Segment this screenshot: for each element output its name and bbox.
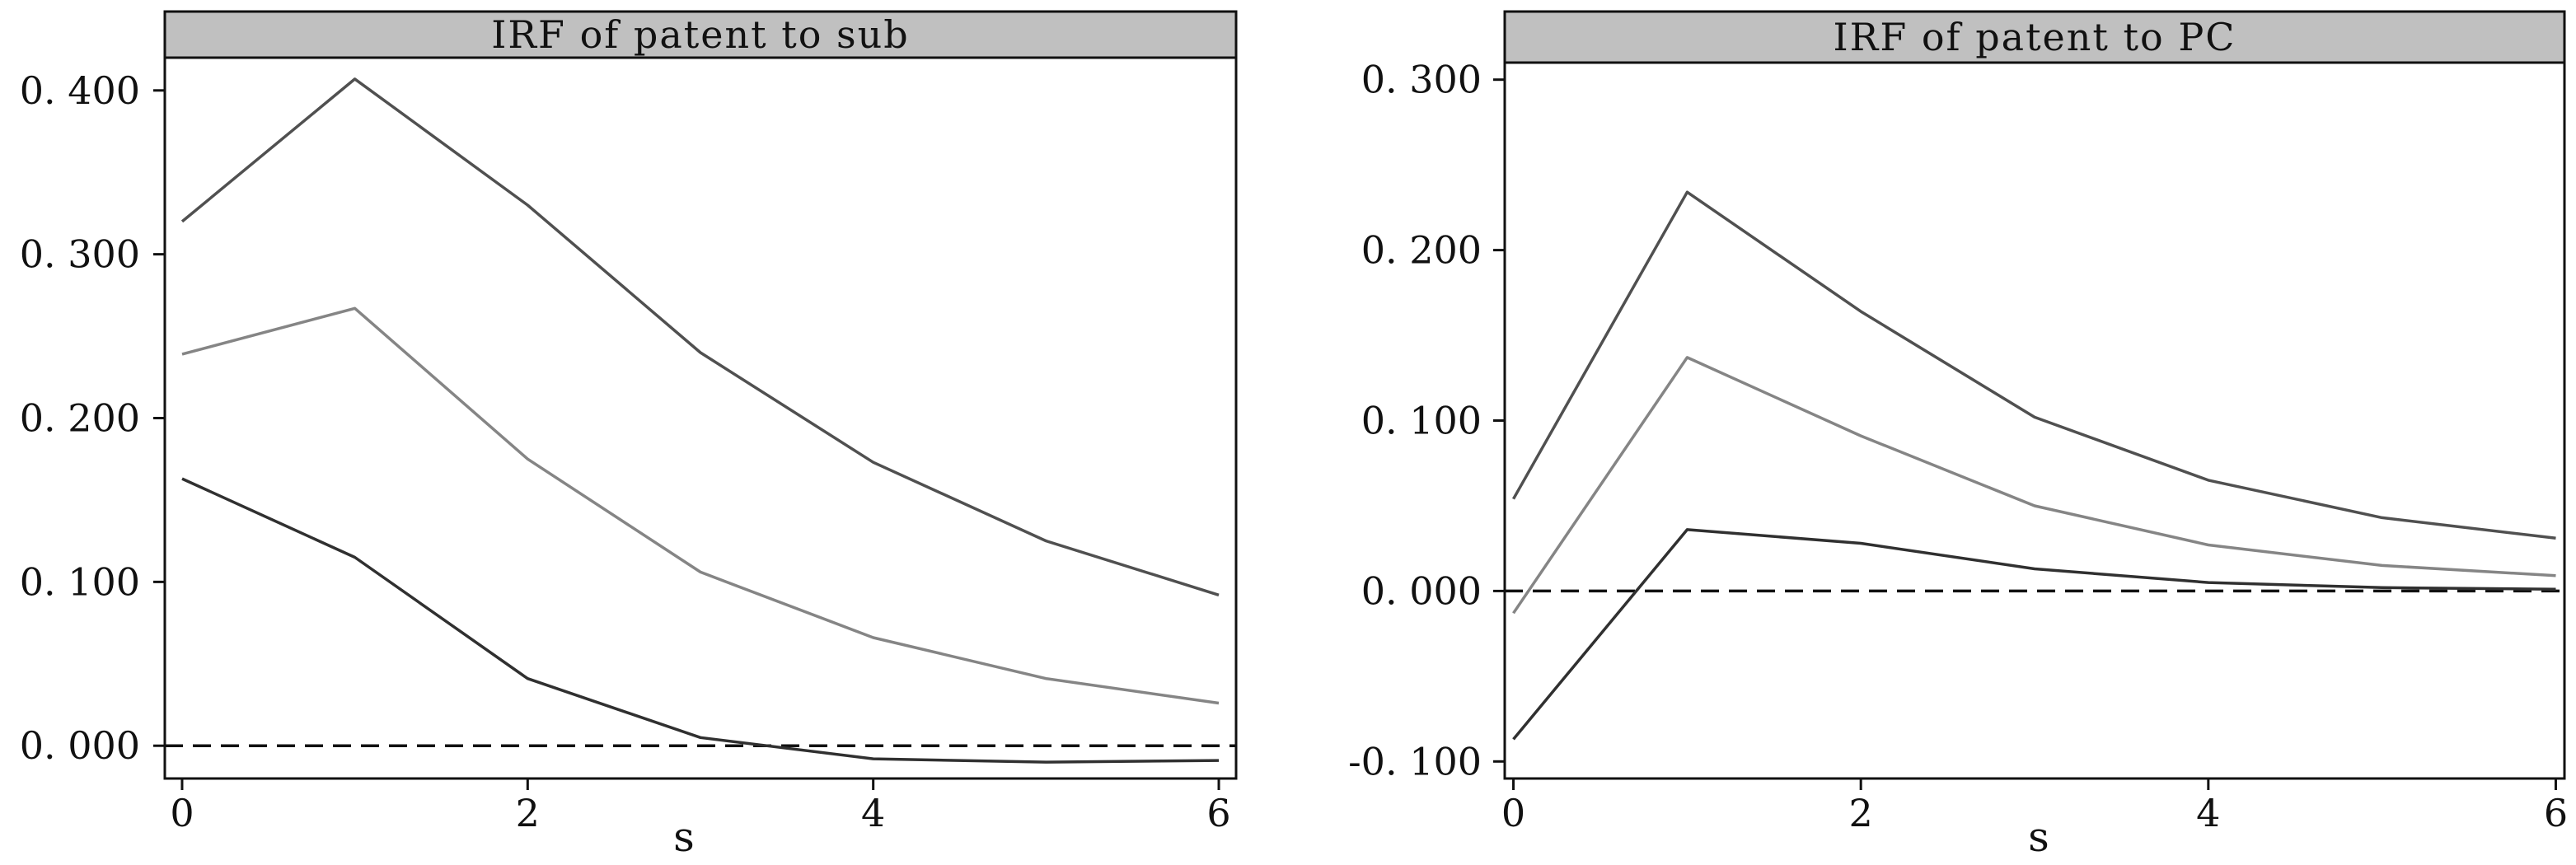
chart-title: IRF of patent to sub: [491, 12, 909, 57]
x-tick-label: 6: [2544, 791, 2568, 835]
x-tick-label: 0: [1501, 791, 1525, 835]
x-axis-label: s: [673, 813, 695, 861]
x-tick-label: 0: [170, 791, 194, 835]
plot-frame: [163, 56, 1238, 780]
plot-frame: [1503, 61, 2566, 780]
chart-panel-0: IRF of patent to sub 0. 000 0. 100 0. 200 0.…: [20, 10, 1238, 861]
y-tick-label: 0. 200: [20, 396, 140, 441]
y-tick-label: -0. 100: [1348, 739, 1482, 783]
y-tick-label: 0. 300: [20, 232, 140, 277]
x-tick-label: 6: [1206, 791, 1230, 835]
series-line-0: [1511, 190, 2556, 540]
series-line-2: [1512, 528, 2556, 741]
x-tick-label: 2: [1849, 791, 1873, 835]
y-tick-label: 0. 100: [1361, 399, 1482, 443]
series-line-1: [181, 306, 1220, 705]
y-tick-label: 0. 000: [20, 723, 140, 768]
y-tick-label: 0. 300: [1361, 58, 1482, 102]
series-line-1: [1512, 356, 2556, 615]
chart-title: IRF of patent to PC: [1834, 15, 2236, 59]
x-tick-label: 4: [861, 791, 885, 835]
title-band: [163, 10, 1238, 59]
y-tick-label: 0. 100: [20, 559, 140, 604]
series-line-0: [180, 77, 1220, 596]
y-tick-label: 0. 200: [1361, 228, 1482, 273]
series-line-2: [181, 477, 1220, 764]
y-tick-label: 0. 000: [1361, 568, 1482, 613]
x-axis-label: s: [2028, 813, 2049, 861]
x-tick-label: 4: [2196, 791, 2220, 835]
x-tick-label: 2: [516, 791, 540, 835]
y-tick-label: 0. 400: [20, 68, 140, 113]
chart-panel-1: IRF of patent to PC -0. 100 0. 000 0. 100 0.…: [1348, 10, 2568, 861]
